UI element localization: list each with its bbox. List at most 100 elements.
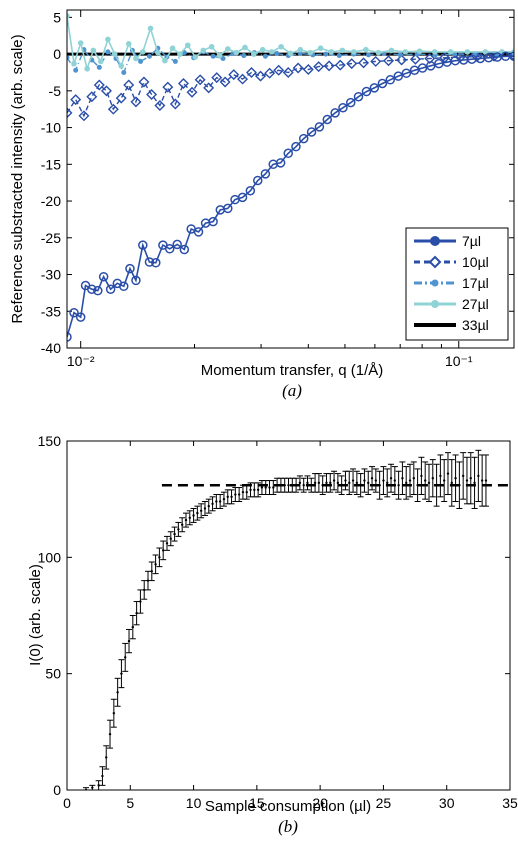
point-marker [325, 481, 328, 485]
panel-a-legend: 7µl 10µl 17µl 27µl 33µl [405, 227, 509, 341]
y-tick-label: 0 [53, 782, 61, 798]
point-marker [458, 484, 461, 487]
data-point [84, 65, 90, 72]
data-point [241, 53, 247, 59]
data-point [358, 57, 370, 69]
data-point [77, 40, 84, 46]
data-point [144, 257, 155, 267]
point-marker [241, 490, 245, 494]
data-point [169, 98, 181, 110]
point-marker [344, 479, 347, 482]
data-point [319, 475, 326, 496]
point-marker [401, 477, 404, 480]
x-tick-label: 15 [249, 795, 265, 811]
data-point [409, 53, 421, 65]
data-point [228, 489, 235, 505]
data-point [429, 459, 436, 498]
data-point [67, 55, 70, 61]
data-point [313, 61, 325, 73]
data-point [255, 482, 262, 498]
data-point [338, 102, 348, 113]
panel-a-x-tick-labels: 10⁻² 10⁻¹ [67, 353, 473, 369]
data-point [93, 79, 105, 91]
data-point [69, 307, 79, 318]
data-point [282, 66, 294, 78]
point-marker [108, 732, 112, 736]
x-tick-label: 35 [502, 795, 518, 811]
data-point [479, 454, 486, 507]
data-point [448, 459, 455, 507]
data-point [336, 53, 342, 59]
data-point [339, 47, 346, 54]
data-point [296, 475, 303, 491]
data-point [328, 49, 335, 55]
data-point [129, 615, 136, 640]
legend-label: 7µl [462, 233, 481, 249]
data-point [369, 83, 380, 93]
data-point [300, 477, 307, 493]
data-point [351, 49, 357, 55]
data-point [346, 470, 353, 496]
y-tick-label: -30 [41, 267, 61, 283]
legend-swatch-marker [428, 255, 442, 269]
point-marker [310, 484, 313, 487]
data-point [111, 51, 118, 57]
data-point [433, 463, 440, 507]
data-point [258, 480, 265, 496]
data-point [98, 271, 109, 282]
point-marker [158, 556, 161, 559]
data-point [460, 452, 467, 500]
point-marker [127, 639, 131, 643]
data-point [467, 452, 474, 505]
data-point [205, 498, 212, 514]
point-marker [367, 481, 370, 485]
data-point [304, 475, 311, 491]
data-point [118, 659, 125, 689]
data-point [152, 554, 159, 575]
data-point [361, 86, 372, 97]
data-point [399, 461, 406, 496]
data-point [90, 47, 97, 54]
data-point [141, 580, 148, 600]
data-point [376, 470, 383, 500]
point-marker [184, 518, 188, 522]
data-point [217, 494, 224, 509]
data-point [353, 470, 360, 496]
data-point [375, 49, 382, 56]
data-point [342, 470, 349, 491]
data-point [190, 507, 197, 523]
data-point [380, 466, 387, 496]
panel-b: 0 50 100 150 0 5 10 15 20 25 30 35 Sample consumpt… [27, 433, 518, 836]
data-point [208, 43, 215, 50]
data-point [452, 51, 458, 57]
point-marker [234, 493, 237, 496]
point-marker [139, 600, 142, 603]
data-point [97, 58, 104, 65]
data-point [407, 463, 414, 498]
data-point [353, 91, 364, 102]
data-point [268, 49, 275, 55]
data-point [184, 42, 191, 49]
data-point [260, 169, 271, 179]
data-point [312, 473, 319, 493]
y-tick-label: -35 [41, 303, 61, 319]
data-point [306, 127, 317, 137]
point-marker [116, 691, 119, 694]
data-point [78, 110, 90, 122]
point-marker [389, 477, 393, 480]
data-point [416, 48, 423, 54]
point-marker [287, 484, 290, 487]
point-marker [374, 479, 378, 482]
data-point [179, 244, 190, 255]
data-point [182, 512, 189, 528]
point-marker [355, 481, 359, 485]
data-point [361, 468, 368, 493]
data-point [219, 76, 231, 88]
data-point [397, 52, 403, 58]
panel-a-x-axis-label: Momentum transfer, q (1/Å) [201, 362, 384, 379]
data-point [363, 46, 369, 53]
data-point [391, 466, 398, 496]
data-point [99, 766, 106, 786]
data-point [471, 456, 478, 509]
